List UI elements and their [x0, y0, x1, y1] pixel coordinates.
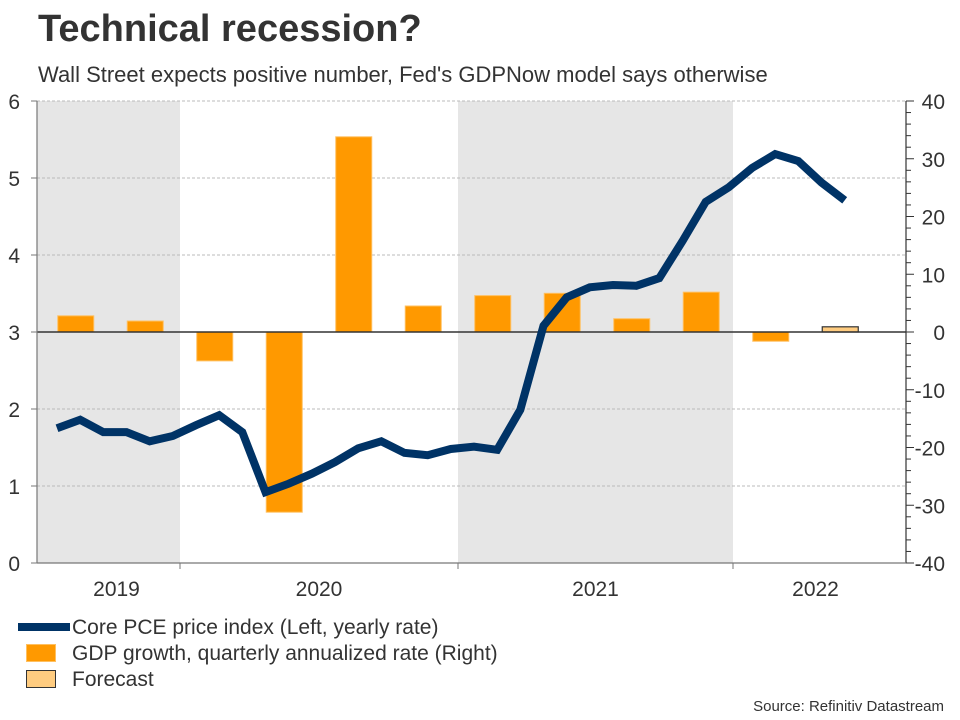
legend-item-gdp: GDP growth, quarterly annualized rate (R…	[18, 641, 498, 667]
right-tick-label: 30	[922, 149, 945, 172]
left-tick-label: 3	[8, 322, 20, 345]
left-tick-label: 2	[8, 399, 20, 422]
pce-line-group	[55, 149, 848, 498]
legend-line-swatch	[18, 623, 70, 631]
gdp-bar	[126, 320, 164, 333]
x-tick-label: 2019	[93, 578, 140, 601]
gdp-bar	[752, 331, 790, 342]
forecast-bar	[821, 326, 859, 333]
right-tick-label: -40	[915, 553, 945, 576]
left-tick-label: 0	[8, 553, 20, 576]
right-tick-label: 0	[933, 322, 945, 345]
legend-bar-swatch	[26, 644, 56, 662]
right-tick-label: -10	[915, 380, 945, 403]
gdp-bar	[57, 315, 95, 333]
right-tick-label: 10	[922, 264, 945, 287]
gdp-bar	[196, 331, 234, 362]
source-note: Source: Refinitiv Datastream	[753, 698, 944, 715]
legend: Core PCE price index (Left, yearly rate)…	[18, 615, 498, 693]
x-axis-ticks: 2019 2020 2021 2022	[93, 563, 839, 601]
gdp-bar	[474, 295, 512, 333]
left-axis-ticks: 0 1 2 3 4 5 6	[8, 91, 37, 576]
left-tick-label: 5	[8, 168, 20, 191]
chart-subtitle: Wall Street expects positive number, Fed…	[38, 62, 768, 87]
gdp-bar	[613, 318, 651, 333]
gdp-bar	[335, 136, 373, 333]
legend-item-pce: Core PCE price index (Left, yearly rate)	[18, 615, 498, 641]
x-tick-label: 2021	[572, 578, 619, 601]
left-tick-label: 1	[8, 476, 20, 499]
legend-item-forecast: Forecast	[18, 667, 498, 693]
left-tick-label: 4	[8, 245, 20, 268]
legend-label: Forecast	[72, 668, 154, 691]
chart-title: Technical recession?	[38, 8, 422, 50]
right-tick-label: 20	[922, 207, 945, 230]
gdp-bar	[682, 291, 720, 333]
right-tick-label: -30	[915, 495, 945, 518]
x-tick-label: 2020	[296, 578, 343, 601]
right-tick-label: -20	[915, 438, 945, 461]
legend-forecast-swatch	[26, 670, 56, 688]
x-tick-label: 2022	[792, 578, 839, 601]
left-tick-label: 6	[8, 91, 20, 114]
pce-line	[55, 149, 848, 498]
gdp-bar	[404, 305, 442, 333]
right-axis-ticks: -40 -30 -20 -10 0 10 20 30 40	[906, 91, 945, 576]
legend-label: Core PCE price index (Left, yearly rate)	[72, 616, 439, 639]
right-tick-label: 40	[922, 91, 945, 114]
legend-label: GDP growth, quarterly annualized rate (R…	[72, 642, 498, 665]
